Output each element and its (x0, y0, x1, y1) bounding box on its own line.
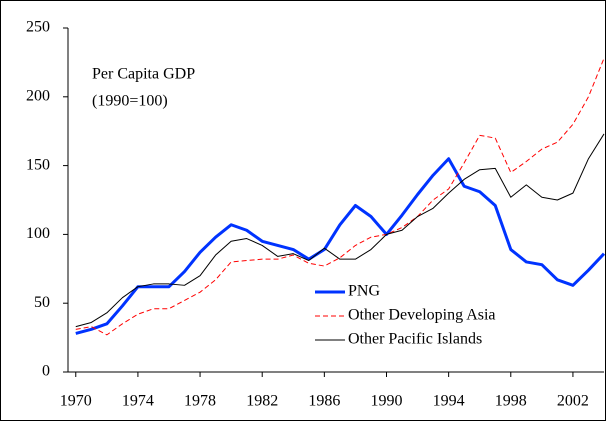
y-tick-label: 200 (26, 87, 50, 104)
line-series (75, 157, 606, 335)
annotation: Per Capita GDP (92, 66, 195, 83)
line-series (75, 58, 605, 336)
x-tick-label: 1998 (495, 393, 527, 410)
legend-label: Other Developing Asia (348, 307, 496, 324)
y-tick-label: 100 (26, 225, 50, 242)
x-tick-label: 1974 (122, 393, 154, 410)
legend-label: PNG (348, 283, 380, 300)
y-tick-label: 150 (26, 156, 50, 173)
x-tick-label: 2002 (557, 393, 589, 410)
y-tick-label: 250 (26, 19, 50, 36)
annotation: (1990=100) (92, 93, 168, 110)
x-tick-label: 1990 (370, 393, 402, 410)
x-tick-label: 1994 (433, 393, 465, 410)
x-tick-label: 1986 (308, 393, 340, 410)
x-tick-label: 1982 (246, 393, 278, 410)
x-tick-label: 1970 (60, 393, 92, 410)
y-tick-label: 0 (42, 363, 50, 380)
legend-label: Other Pacific Islands (348, 331, 482, 348)
y-tick-label: 50 (34, 294, 50, 311)
x-tick-label: 1978 (184, 393, 216, 410)
line-series (75, 133, 605, 328)
